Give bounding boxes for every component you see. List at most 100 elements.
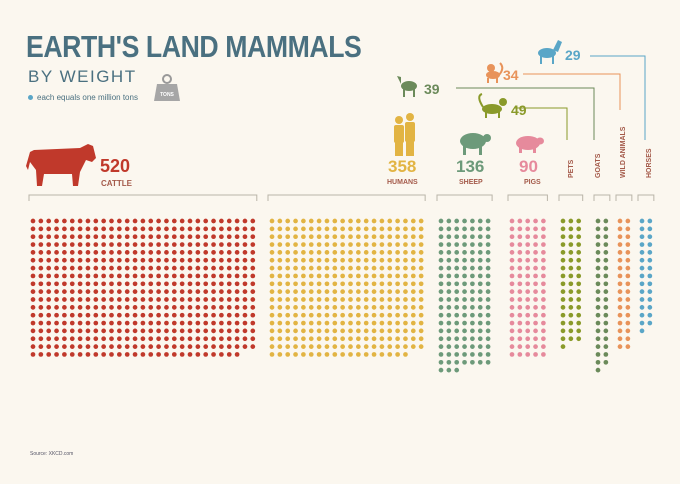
data-dot bbox=[418, 265, 424, 271]
data-dot bbox=[410, 305, 416, 310]
data-dot bbox=[446, 305, 452, 310]
data-dot bbox=[363, 344, 369, 349]
category-label-horses: HORSES bbox=[646, 148, 653, 178]
data-dot bbox=[124, 242, 130, 247]
data-dot bbox=[356, 250, 361, 255]
data-dot bbox=[438, 218, 444, 224]
data-dot bbox=[195, 242, 201, 247]
data-dot bbox=[226, 297, 232, 302]
data-dot bbox=[132, 234, 138, 240]
data-dot bbox=[148, 242, 154, 247]
data-dot bbox=[454, 218, 460, 224]
data-dot bbox=[187, 305, 193, 310]
data-dot bbox=[446, 226, 452, 232]
data-dot bbox=[595, 344, 601, 349]
data-dot bbox=[285, 226, 291, 232]
data-dot bbox=[301, 257, 306, 263]
data-dot bbox=[187, 352, 193, 357]
data-dot bbox=[470, 257, 475, 263]
data-dot bbox=[647, 234, 653, 240]
data-dot bbox=[124, 281, 130, 287]
data-dot bbox=[348, 305, 353, 310]
data-dot bbox=[93, 250, 99, 255]
data-dot bbox=[517, 305, 523, 310]
data-dot bbox=[77, 320, 83, 326]
data-dot bbox=[485, 281, 491, 287]
data-dot bbox=[308, 344, 314, 349]
data-dot bbox=[356, 242, 361, 247]
data-dot bbox=[639, 265, 645, 271]
data-dot bbox=[541, 265, 546, 271]
data-dot bbox=[69, 218, 75, 224]
data-dot bbox=[226, 352, 232, 357]
data-dot bbox=[203, 242, 209, 247]
data-dot bbox=[101, 352, 106, 357]
data-dot bbox=[332, 218, 338, 224]
data-dot bbox=[156, 226, 161, 232]
data-dot bbox=[38, 305, 44, 310]
data-dot bbox=[164, 250, 169, 255]
data-dot bbox=[340, 257, 345, 263]
data-dot bbox=[234, 250, 240, 255]
data-dot bbox=[187, 336, 193, 342]
data-dot bbox=[187, 281, 193, 287]
data-dot bbox=[379, 242, 385, 247]
data-dot bbox=[595, 297, 601, 302]
data-dot bbox=[395, 352, 400, 357]
data-dot bbox=[595, 336, 601, 342]
category-label-cattle: CATTLE bbox=[101, 179, 133, 188]
data-dot bbox=[187, 312, 193, 318]
data-dot bbox=[171, 265, 177, 271]
data-dot bbox=[533, 305, 538, 310]
data-dot bbox=[203, 281, 209, 287]
data-dot bbox=[462, 320, 467, 326]
data-dot bbox=[54, 328, 59, 334]
data-dot bbox=[356, 257, 361, 263]
data-dot bbox=[541, 289, 546, 294]
data-dot bbox=[560, 344, 566, 349]
data-dot bbox=[410, 344, 416, 349]
data-dot bbox=[340, 234, 345, 240]
data-dot bbox=[446, 312, 452, 318]
data-dot bbox=[301, 234, 306, 240]
data-dot bbox=[485, 320, 491, 326]
data-dot bbox=[525, 328, 531, 334]
data-dot bbox=[38, 218, 44, 224]
data-dot bbox=[617, 250, 623, 255]
data-dot bbox=[324, 328, 330, 334]
data-dot bbox=[533, 289, 538, 294]
data-dot bbox=[340, 305, 345, 310]
data-dot bbox=[568, 320, 574, 326]
data-dot bbox=[250, 265, 256, 271]
data-dot bbox=[617, 320, 623, 326]
data-dot bbox=[101, 320, 106, 326]
data-dot bbox=[340, 242, 345, 247]
data-dot bbox=[410, 336, 416, 342]
data-dot bbox=[617, 312, 623, 318]
bracket-pets bbox=[558, 194, 584, 201]
data-dot bbox=[371, 320, 377, 326]
data-dot bbox=[418, 273, 424, 279]
data-dot bbox=[379, 297, 385, 302]
data-dot bbox=[387, 297, 393, 302]
data-dot bbox=[387, 289, 393, 294]
data-dot bbox=[62, 328, 67, 334]
data-dot bbox=[446, 367, 452, 373]
data-dot bbox=[109, 328, 114, 334]
data-dot bbox=[541, 273, 546, 279]
data-dot bbox=[363, 328, 369, 334]
data-dot bbox=[446, 257, 452, 263]
data-dot bbox=[446, 352, 452, 357]
data-dot bbox=[62, 352, 67, 357]
data-dot bbox=[140, 344, 146, 349]
data-dot bbox=[348, 273, 353, 279]
data-dot bbox=[109, 297, 114, 302]
data-dot bbox=[470, 328, 475, 334]
data-dot bbox=[219, 352, 224, 357]
data-dot bbox=[576, 320, 582, 326]
data-dot bbox=[46, 242, 52, 247]
data-dot bbox=[101, 234, 106, 240]
data-dot bbox=[418, 328, 424, 334]
data-dot bbox=[77, 289, 83, 294]
data-dot bbox=[603, 352, 609, 357]
